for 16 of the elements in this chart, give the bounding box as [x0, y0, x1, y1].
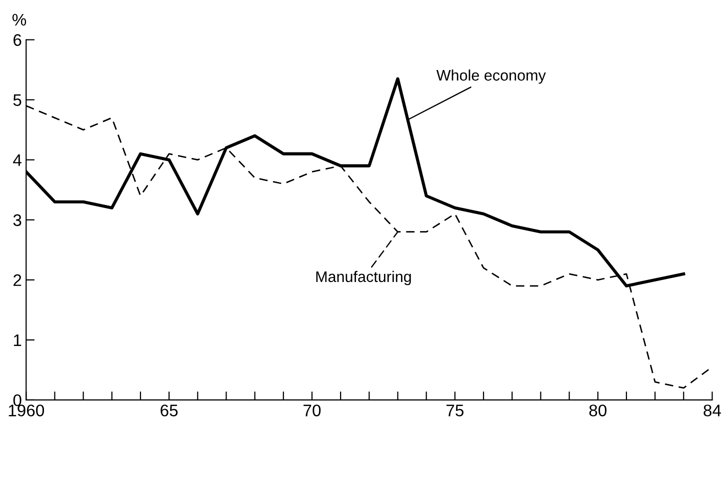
y-axis-title: % [12, 14, 26, 26]
legend-label: Manufacturing [316, 270, 411, 286]
text: Whole economy [436, 69, 546, 84]
y-tick-label: 5 [13, 94, 22, 106]
y-tick-label: 0 [13, 394, 22, 406]
y-tick-label: 1 [14, 334, 22, 346]
y-tick-label: 4 [13, 154, 22, 166]
x-tick-label: 75 [446, 404, 464, 416]
y-tick-label: 2 [14, 274, 22, 286]
x-tick-label: 70 [304, 404, 321, 416]
y-tick-label: 6 [14, 34, 22, 46]
x-tick-label: 1960 [8, 404, 44, 416]
x-tick-label: 65 [160, 404, 178, 416]
x-tick-label: 80 [589, 404, 606, 416]
x-tick-label: 84 [704, 404, 721, 416]
y-tick-label: 3 [13, 214, 22, 226]
